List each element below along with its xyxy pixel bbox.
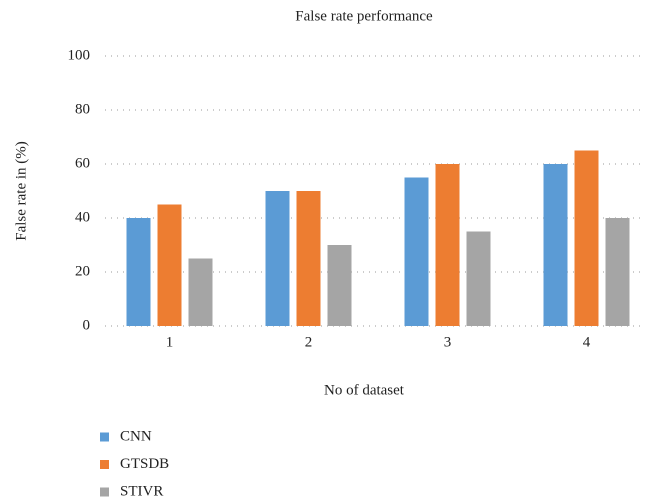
legend-swatch [100, 460, 109, 469]
bar [188, 258, 213, 326]
legend-label: STIVR [120, 483, 163, 499]
y-tick-label: 40 [75, 209, 90, 225]
bar [126, 218, 151, 326]
x-tick-label: 4 [583, 334, 591, 350]
bar [157, 204, 182, 326]
chart-title: False rate performance [295, 8, 433, 24]
y-tick-label: 60 [75, 155, 90, 171]
bar [265, 191, 290, 326]
bar [327, 245, 352, 326]
bar [435, 164, 460, 326]
x-tick-label: 1 [166, 334, 174, 350]
bar [543, 164, 568, 326]
x-tick-label: 2 [305, 334, 313, 350]
bar [466, 231, 491, 326]
legend-label: CNN [120, 428, 152, 444]
y-tick-label: 0 [83, 317, 91, 333]
x-tick-label: 3 [444, 334, 452, 350]
legend-label: GTSDB [120, 456, 169, 472]
y-tick-label: 100 [68, 47, 91, 63]
legend-swatch [100, 487, 109, 497]
bar [605, 218, 630, 326]
y-tick-label: 20 [75, 263, 90, 279]
bar [574, 150, 599, 326]
y-axis-title: False rate in (%) [13, 141, 29, 241]
legend-swatch [100, 432, 109, 442]
y-tick-label: 80 [75, 101, 90, 117]
bar [296, 191, 321, 326]
bar [404, 177, 429, 326]
x-axis-title: No of dataset [324, 382, 405, 398]
